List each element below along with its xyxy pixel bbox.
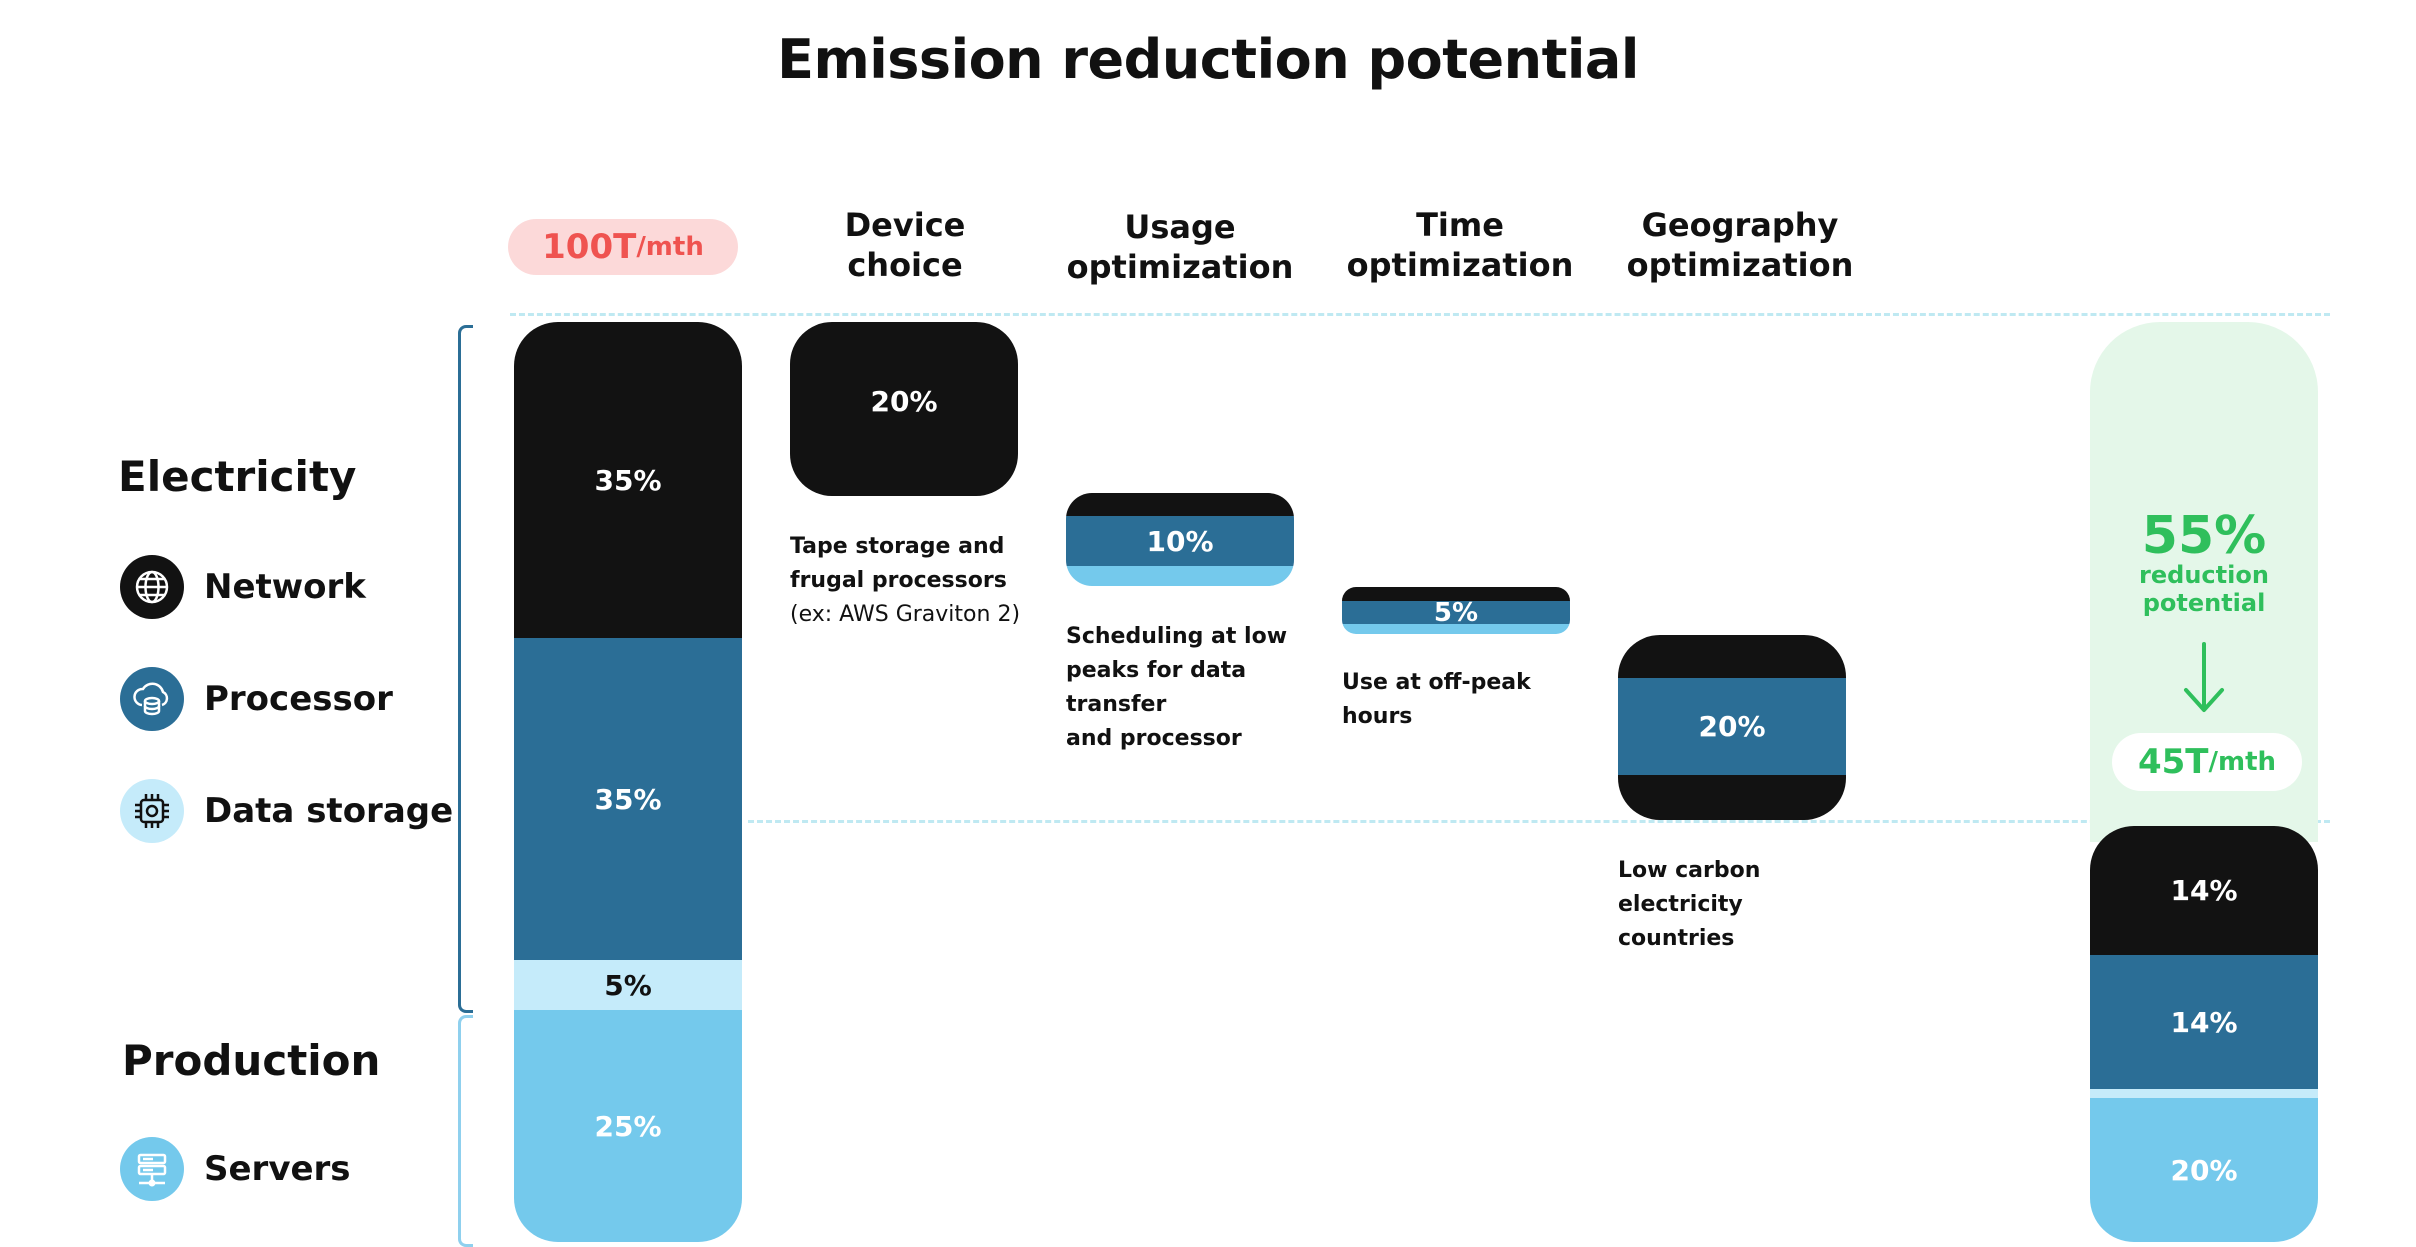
column-header-line: optimization: [1346, 246, 1574, 284]
column-header-line: choice: [847, 246, 963, 284]
chip-icon: [120, 779, 184, 843]
column-header-usage-optimization: Usage optimization: [1050, 207, 1310, 287]
page-title: Emission reduction potential: [777, 28, 1639, 91]
group-label-electricity: Electricity: [118, 452, 357, 501]
description-note: (ex: AWS Graviton 2): [790, 602, 1021, 627]
baseline-unit: /mth: [636, 232, 704, 262]
segment-servers: [1066, 566, 1294, 586]
segment-network: [1342, 587, 1570, 601]
baseline-stack: 35% 35% 5% 25%: [514, 322, 742, 1242]
description-line: Scheduling at low: [1066, 624, 1288, 649]
column-header-geography-optimization: Geography optimization: [1605, 205, 1875, 285]
segment-network: 35%: [514, 322, 742, 638]
segment-servers: 20%: [2090, 1098, 2318, 1242]
result-badge: 45T/mth: [2112, 733, 2302, 791]
reduction-value: 20%: [790, 322, 1018, 496]
reduction-value: 10%: [1066, 516, 1294, 566]
segment-network-lower: [1618, 775, 1846, 820]
description-line: Use at off-peak hours: [1342, 670, 1531, 729]
segment-network: 14%: [2090, 826, 2318, 955]
column-header-line: Geography: [1641, 206, 1839, 244]
legend-item-servers: Servers: [120, 1137, 351, 1201]
segment-servers: [1342, 624, 1570, 634]
description-line: and processor: [1066, 726, 1242, 751]
description-usage-optimization: Scheduling at low peaks for data transfe…: [1066, 620, 1336, 756]
reduction-box-usage-optimization: 10%: [1066, 493, 1294, 586]
reduction-value: 20%: [1618, 678, 1846, 775]
result-value: 45T: [2137, 742, 2209, 782]
segment-processor: 14%: [2090, 955, 2318, 1089]
segment-processor: 35%: [514, 638, 742, 960]
legend-item-processor: Processor: [120, 667, 393, 731]
column-header-line: Device: [844, 206, 966, 244]
column-header-line: optimization: [1066, 248, 1294, 286]
baseline-value: 100T: [542, 227, 637, 267]
description-geography-optimization: Low carbon electricity countries: [1618, 854, 1888, 956]
top-guide-line: [510, 313, 2330, 316]
server-icon: [120, 1137, 184, 1201]
legend-label: Processor: [204, 679, 393, 719]
result-unit: /mth: [2208, 747, 2277, 777]
column-header-line: Time: [1416, 206, 1504, 244]
result-stack: 14% 14% 20%: [2090, 826, 2318, 1242]
legend-item-data-storage: Data storage: [120, 779, 453, 843]
description-line: Tape storage and: [790, 534, 1005, 559]
group-label-production: Production: [122, 1036, 381, 1085]
description-device-choice: Tape storage and frugal processors (ex: …: [790, 530, 1050, 632]
reduction-caption: reduction potential: [2090, 561, 2318, 617]
description-time-optimization: Use at off-peak hours: [1342, 666, 1602, 734]
reduction-caption-line: reduction: [2139, 561, 2269, 589]
description-line: peaks for data transfer: [1066, 658, 1247, 717]
column-header-line: Usage: [1124, 208, 1236, 246]
reduction-box-device-choice: 20%: [790, 322, 1018, 496]
reduction-value: 5%: [1342, 598, 1570, 628]
arrow-down-icon: [2178, 640, 2230, 716]
reduction-percent: 55%: [2141, 506, 2267, 566]
column-header-device-choice: Device choice: [790, 205, 1020, 285]
cloud-database-icon: [120, 667, 184, 731]
legend-item-network: Network: [120, 555, 366, 619]
result-guide-line: [748, 820, 2330, 823]
legend-label: Network: [204, 567, 366, 607]
reduction-caption-line: potential: [2142, 589, 2266, 617]
production-bracket: [458, 1015, 473, 1247]
baseline-badge: 100T/mth: [508, 219, 738, 275]
segment-network: [1618, 635, 1846, 678]
segment-network: [1066, 493, 1294, 516]
segment-data-storage: 5%: [514, 960, 742, 1010]
reduction-box-geography-optimization: 20%: [1618, 635, 1846, 820]
electricity-bracket: [458, 325, 473, 1013]
description-line: frugal processors: [790, 568, 1007, 593]
description-line: Low carbon electricity: [1618, 858, 1761, 917]
column-header-time-optimization: Time optimization: [1330, 205, 1590, 285]
globe-icon: [120, 555, 184, 619]
description-line: countries: [1618, 926, 1735, 951]
column-header-line: optimization: [1626, 246, 1854, 284]
legend-label: Data storage: [204, 791, 454, 831]
segment-data-storage: [2090, 1089, 2318, 1098]
segment-servers: 25%: [514, 1010, 742, 1242]
reduction-box-time-optimization: 5%: [1342, 587, 1570, 634]
legend-label: Servers: [204, 1149, 351, 1189]
